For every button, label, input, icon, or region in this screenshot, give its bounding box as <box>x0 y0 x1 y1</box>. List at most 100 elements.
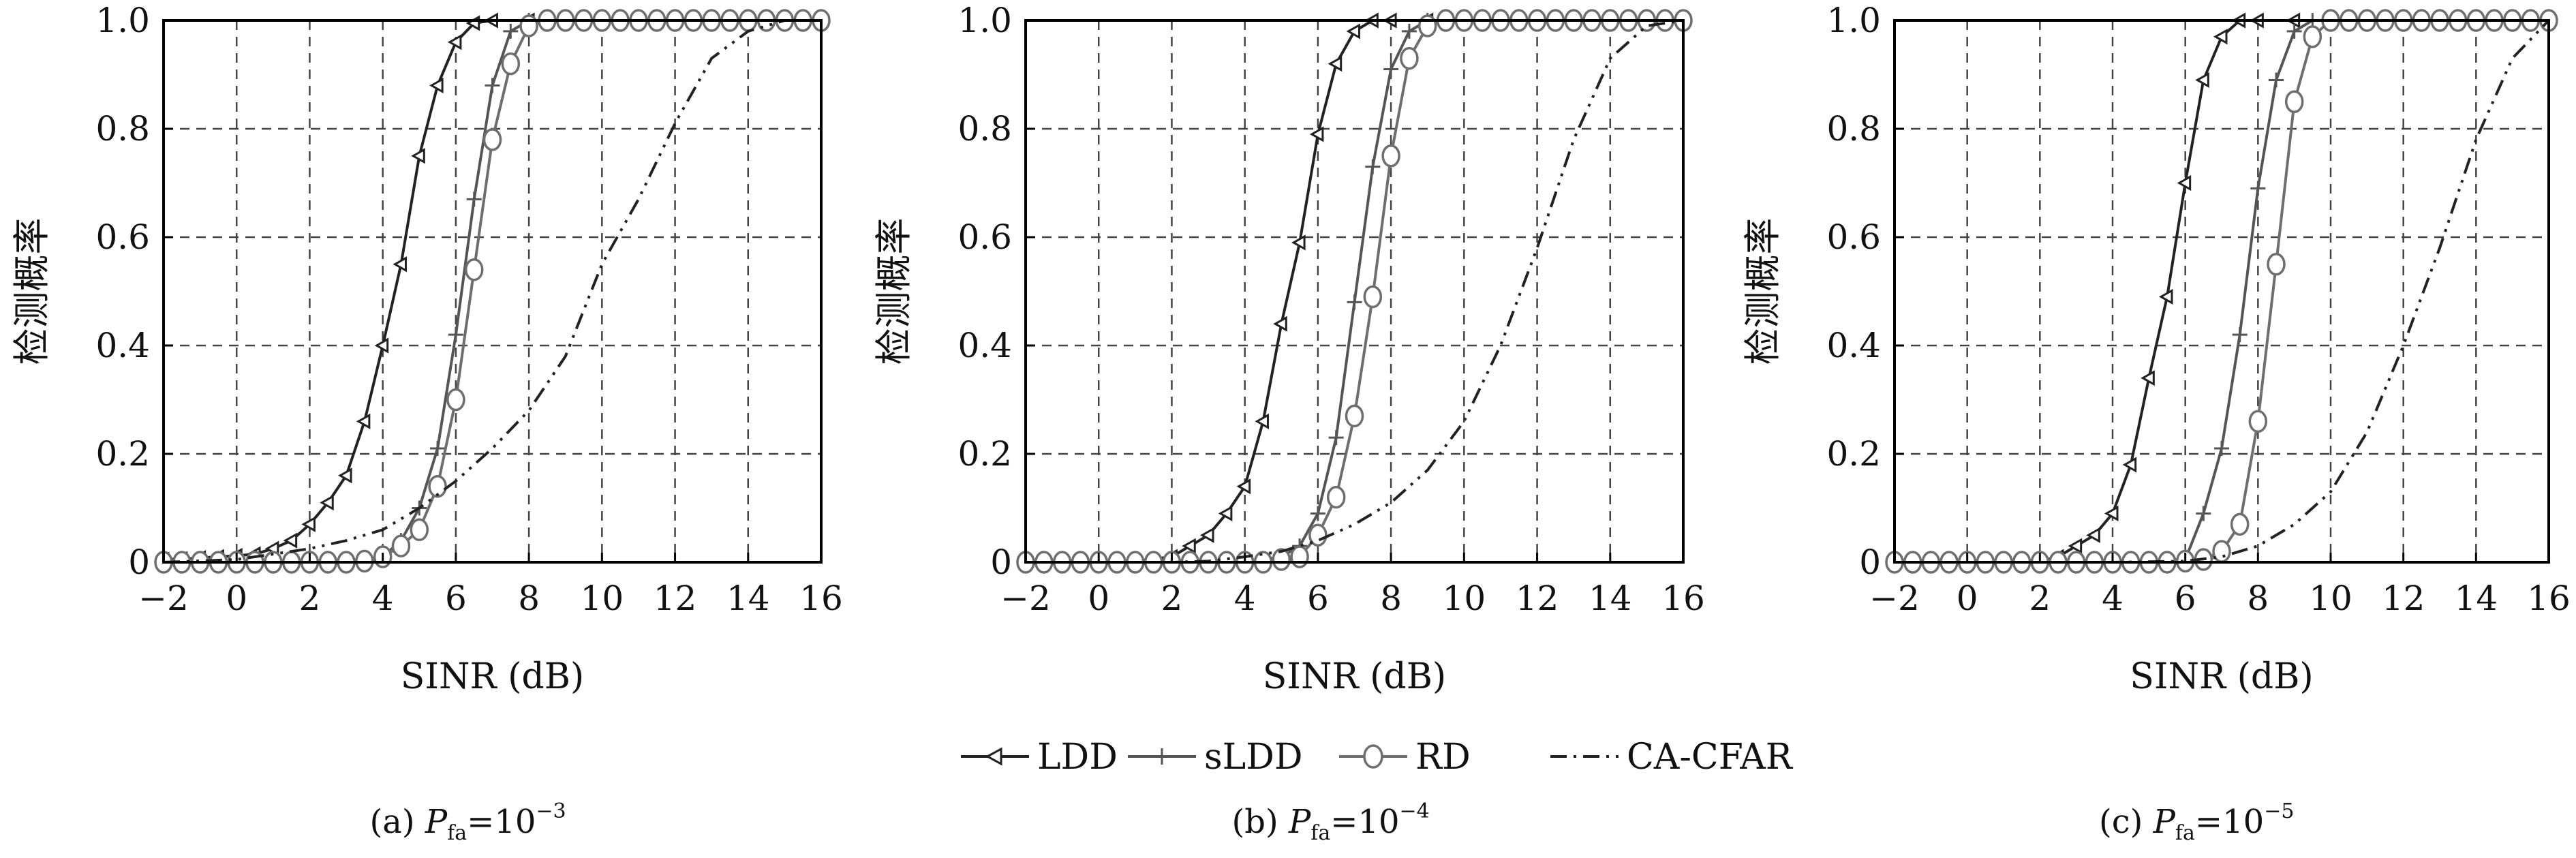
x-tick-label: 4 <box>1234 579 1256 618</box>
y-axis-title: 检测概率 <box>10 218 53 365</box>
data-point <box>2158 288 2173 305</box>
series-sldd <box>1887 13 2556 570</box>
data-point <box>428 474 447 498</box>
y-tick-label: 0.4 <box>1826 326 1881 365</box>
data-point <box>485 78 500 93</box>
legend-item-rd: RD <box>1339 737 1471 778</box>
y-tick-label: 0.6 <box>957 217 1012 257</box>
x-tick-label: −2 <box>138 579 189 618</box>
data-point <box>2141 370 2155 386</box>
legend-label: sLDD <box>1204 737 1303 778</box>
legend-item-ca-cfar: CA-CFAR <box>1550 737 1794 778</box>
data-point <box>1417 14 1437 37</box>
data-point <box>519 14 538 37</box>
x-axis-title: SINR (dB) <box>401 656 584 697</box>
data-point <box>446 388 465 412</box>
legend-label: LDD <box>1037 737 1118 778</box>
panel-caption: (b) Pfa=10−4 <box>1232 799 1430 845</box>
data-point <box>301 516 316 532</box>
data-point <box>411 148 425 164</box>
x-tick-label: 2 <box>1161 579 1183 618</box>
data-point <box>2284 90 2304 113</box>
series-rd <box>154 9 831 574</box>
y-tick-label: 0 <box>128 542 150 582</box>
data-point <box>1381 144 1400 168</box>
data-point <box>2286 23 2302 39</box>
series-sldd <box>156 13 829 570</box>
data-point <box>1272 548 1291 571</box>
data-point <box>430 441 446 457</box>
data-point <box>2303 25 2322 48</box>
x-tick-label: 14 <box>2455 579 2498 618</box>
data-point <box>1328 430 1344 446</box>
y-tick-label: 0.6 <box>1826 217 1881 257</box>
data-point <box>1346 23 1360 40</box>
y-tick-label: 0.4 <box>957 326 1012 365</box>
data-point <box>2068 538 2083 554</box>
data-point <box>503 23 519 39</box>
series-line-ldd <box>1026 19 1683 564</box>
x-tick-label: 16 <box>2527 579 2571 618</box>
data-point <box>1326 485 1346 509</box>
data-point <box>1200 527 1214 543</box>
y-tick-label: 0.8 <box>957 109 1012 149</box>
x-tick-label: 4 <box>2102 579 2123 618</box>
legend-label: RD <box>1415 737 1471 778</box>
x-tick-label: 6 <box>1307 579 1329 618</box>
legend-marker <box>1363 744 1383 769</box>
series-line-rd <box>1026 19 1683 564</box>
y-tick-label: 1.0 <box>957 1 1012 40</box>
y-tick-label: 0.8 <box>1826 109 1881 149</box>
x-axis-title: SINR (dB) <box>2130 656 2313 697</box>
data-point <box>1383 61 1399 77</box>
x-tick-label: −2 <box>1000 579 1051 618</box>
data-point <box>2177 174 2192 191</box>
x-tick-label: 0 <box>1088 579 1109 618</box>
series-rd <box>1016 9 1693 574</box>
x-tick-label: 10 <box>2309 579 2352 618</box>
y-tick-label: 0.2 <box>95 434 150 474</box>
data-point <box>410 518 429 542</box>
data-point <box>1236 478 1251 495</box>
data-point <box>337 468 352 484</box>
series-line-sldd <box>1026 19 1683 564</box>
plot-frame <box>1024 19 1685 564</box>
y-tick-label: 0.2 <box>957 434 1012 474</box>
x-axis-title: SINR (dB) <box>1263 656 1446 697</box>
y-axis-title: 检测概率 <box>1741 218 1784 365</box>
y-tick-label: 0.4 <box>95 326 150 365</box>
x-tick-label: 12 <box>2382 579 2425 618</box>
legend-marker <box>1154 748 1170 765</box>
x-tick-label: 10 <box>1443 579 1486 618</box>
x-tick-label: 4 <box>372 579 394 618</box>
x-tick-label: 16 <box>1661 579 1705 618</box>
data-point <box>2232 327 2248 343</box>
data-point <box>1347 294 1362 310</box>
data-point <box>391 534 411 557</box>
series-line-rd <box>1895 19 2549 564</box>
series-line-ldd <box>163 19 821 561</box>
series-line-sldd <box>164 19 821 564</box>
data-point <box>2250 181 2266 196</box>
x-tick-label: 6 <box>2175 579 2196 618</box>
x-tick-label: 14 <box>726 579 770 618</box>
plot-frame <box>162 19 823 564</box>
y-axis-title: 检测概率 <box>872 218 915 365</box>
data-point <box>429 77 444 93</box>
data-point <box>1309 126 1324 142</box>
x-tick-label: 2 <box>2029 579 2051 618</box>
data-point <box>2195 72 2209 89</box>
x-tick-label: 8 <box>518 579 540 618</box>
legend: LDD sLDD RD CA-CFAR <box>961 737 1794 778</box>
grid <box>1026 20 1683 562</box>
legend-label: CA-CFAR <box>1627 737 1794 778</box>
data-point <box>482 128 502 151</box>
data-point <box>501 52 521 76</box>
data-point <box>1182 538 1196 554</box>
grid <box>1895 20 2549 562</box>
data-point <box>2213 29 2228 45</box>
data-point <box>2122 457 2137 473</box>
